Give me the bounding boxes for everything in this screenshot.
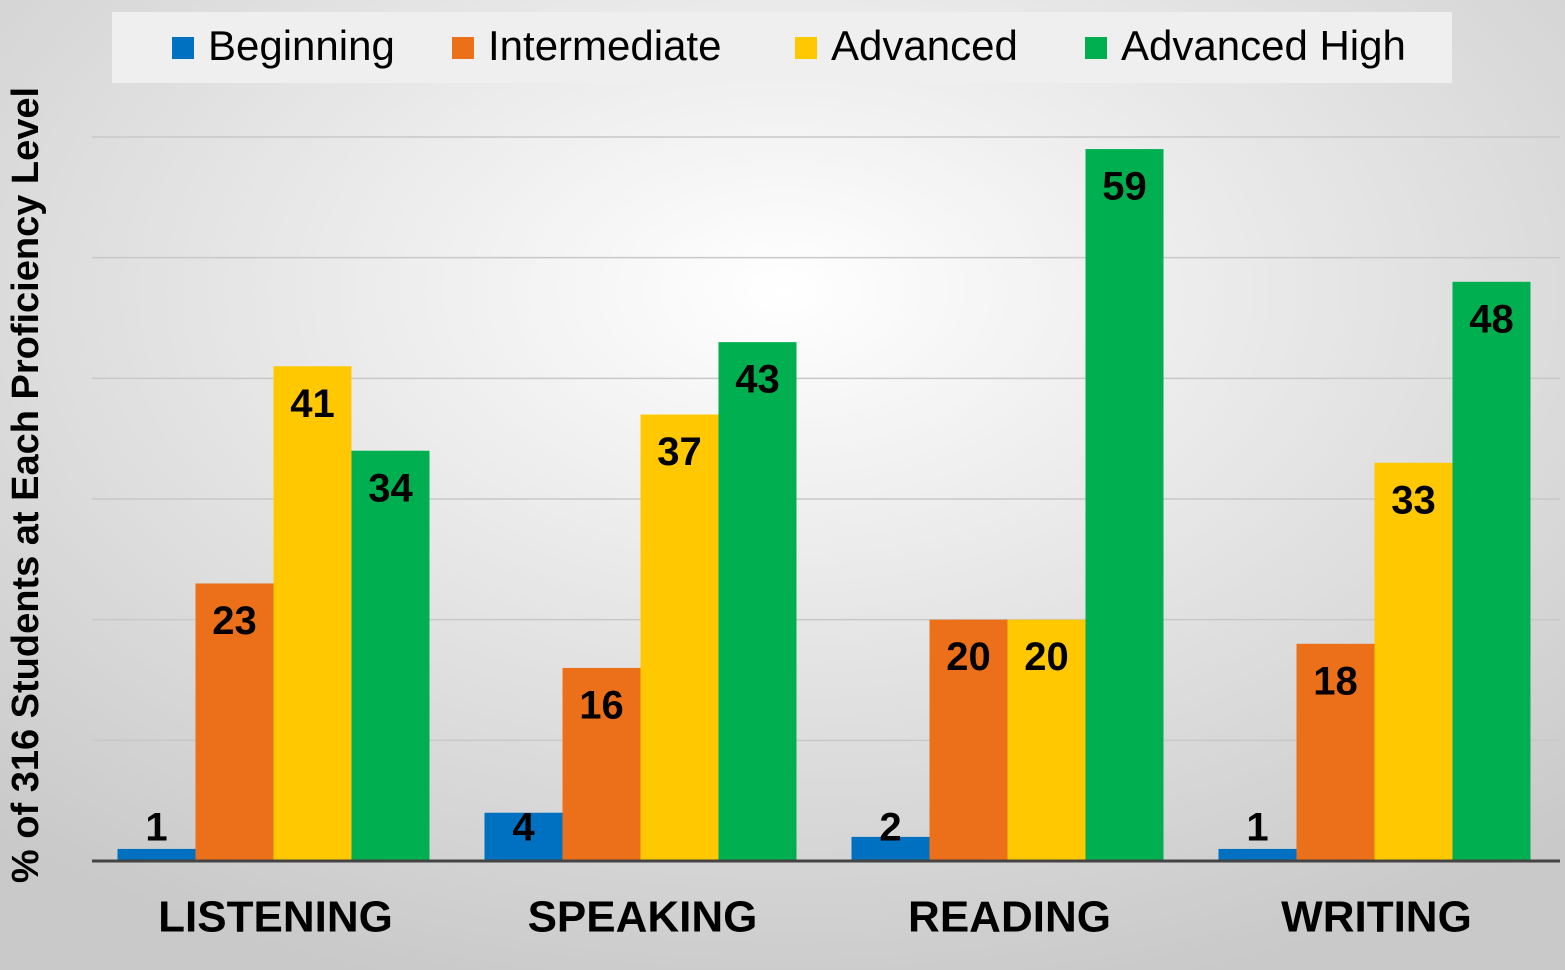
data-label: 59	[1102, 165, 1147, 209]
legend-swatch	[795, 37, 817, 59]
x-tick-label: READING	[908, 893, 1111, 942]
data-label: 16	[579, 683, 624, 727]
legend-label: Advanced	[831, 22, 1018, 69]
data-label: 23	[212, 599, 257, 643]
bar	[640, 414, 719, 861]
legend-swatch	[172, 37, 194, 59]
bar	[273, 366, 352, 861]
bar	[1007, 619, 1086, 861]
bar	[1085, 149, 1164, 862]
data-label: 37	[657, 430, 702, 474]
x-tick-label: LISTENING	[158, 893, 393, 942]
data-label: 48	[1469, 297, 1514, 341]
bar	[195, 583, 274, 861]
bar	[1218, 848, 1297, 861]
x-tick-label: SPEAKING	[528, 893, 758, 942]
y-axis-label: % of 316 Students at Each Proficiency Le…	[5, 87, 47, 883]
bar	[718, 342, 797, 862]
data-label: 41	[290, 382, 335, 426]
legend-swatch	[452, 37, 474, 59]
legend-box	[112, 12, 1452, 83]
legend-label: Beginning	[208, 22, 395, 69]
data-label: 1	[1246, 806, 1268, 850]
bar	[1452, 281, 1531, 861]
bar	[562, 667, 641, 861]
bar	[1296, 643, 1375, 861]
legend-label: Advanced High	[1121, 22, 1406, 69]
bar	[1374, 462, 1453, 861]
bar	[851, 836, 930, 861]
data-label: 4	[512, 806, 535, 850]
data-label: 20	[946, 635, 991, 679]
data-label: 43	[735, 358, 780, 402]
data-label: 1	[145, 806, 167, 850]
data-label: 34	[368, 466, 413, 510]
data-label: 18	[1313, 659, 1358, 703]
bar	[484, 812, 563, 861]
data-label: 33	[1391, 478, 1436, 522]
bar	[929, 619, 1008, 861]
bar	[351, 450, 430, 861]
legend-swatch	[1085, 37, 1107, 59]
x-tick-label: WRITING	[1281, 893, 1472, 942]
bar	[117, 848, 196, 861]
legend-label: Intermediate	[488, 22, 721, 69]
data-label: 2	[879, 806, 901, 850]
data-label: 20	[1024, 635, 1069, 679]
